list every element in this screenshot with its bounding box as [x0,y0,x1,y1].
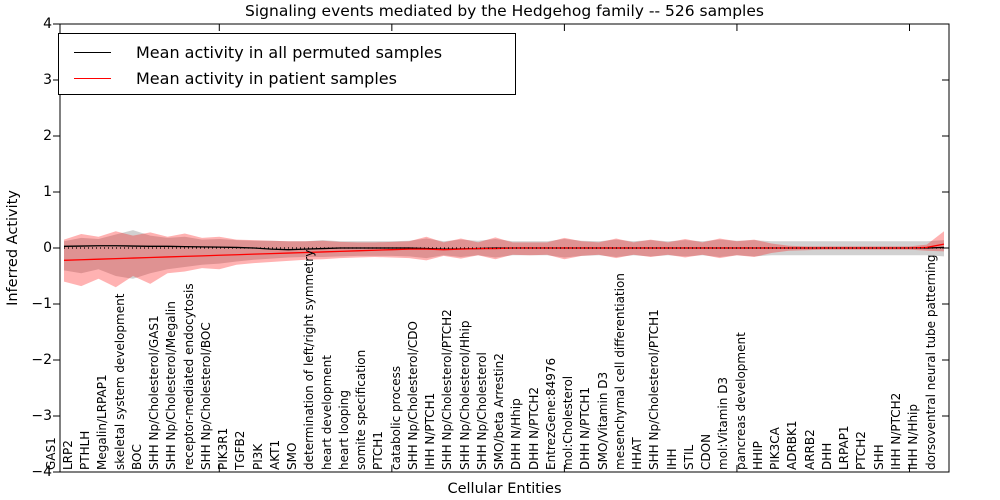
x-tick-label: SHH Np/Cholesterol/CDO [405,321,420,470]
patient-samples-range-band [64,231,944,288]
y-tick-label: −1 [31,296,52,312]
x-tick-label: mol:Cholesterol [561,375,576,470]
y-tick-label: 1 [43,184,52,200]
y-tick-label: 4 [43,16,52,32]
x-tick-label: SHH Np/Cholesterol/PTCH1 [647,309,662,470]
x-tick-label: STIL [681,444,696,470]
x-tick-label: PI3K [250,443,265,470]
y-tick-label: 0 [43,240,52,256]
x-tick-label: Megalin/LRPAP1 [95,374,110,470]
x-tick-label: IHH N/PTCH1 [423,392,438,470]
x-tick-label: SHH Np/Cholesterol [474,352,489,470]
legend-label-patient: Mean activity in patient samples [136,68,397,88]
x-tick-label: SMO/Vitamin D3 [595,371,610,470]
x-tick-label: CDON [699,433,714,470]
legend-item-patient: Mean activity in patient samples [59,65,515,91]
x-tick-label: PIK3CA [768,427,783,470]
x-tick-label: SHH Np/Cholesterol/GAS1 [147,315,162,470]
x-tick-label: pancreas development [733,332,748,470]
x-tick-label: GAS1 [43,437,58,470]
x-tick-label: ARRB2 [802,429,817,470]
x-tick-label: SMO [285,442,300,470]
x-tick-label: HHAT [630,437,645,470]
x-tick-label: LRP2 [60,440,75,470]
x-tick-label: SHH Np/Cholesterol/PTCH2 [440,309,455,470]
y-tick-label: 3 [43,72,52,88]
legend-label-permuted: Mean activity in all permuted samples [136,42,443,62]
y-tick-label: −4 [31,464,52,480]
x-tick-label: IHH N/Hhip [906,404,921,470]
y-tick-label: −3 [31,408,52,424]
x-tick-label: SHH Np/Cholesterol/Hhip [457,320,472,470]
x-tick-label: IHH N/PTCH2 [889,392,903,470]
chart-title: Signaling events mediated by the Hedgeho… [245,2,764,20]
x-tick-label: DHH N/PTCH2 [526,386,541,470]
y-tick-label: −2 [31,352,52,368]
x-tick-label: DHH [819,442,834,470]
x-tick-label: BOC [129,444,144,470]
x-tick-label: heart development [319,355,334,470]
x-tick-label: PTHLH [78,430,92,470]
x-tick-label: DHH N/Hhip [509,398,524,470]
legend-line-patient-icon [74,77,111,79]
x-tick-label: TGFB2 [233,430,248,470]
y-tick-label: 2 [43,128,52,144]
x-tick-label: dorsoventral neural tube patterning [923,254,938,470]
x-tick-label: somite specification [354,349,369,470]
x-tick-label: ADRBK1 [785,420,800,470]
x-tick-label: PTCH1 [371,431,386,470]
y-axis-title: Inferred Activity [5,190,21,306]
x-tick-label: mol:Vitamin D3 [716,376,731,470]
legend-line-permuted-icon [74,51,111,53]
x-axis-title: Cellular Entities [447,481,562,497]
x-tick-label: catabolic process [388,365,403,470]
x-tick-label: LRPAP1 [837,425,852,470]
legend-item-permuted: Mean activity in all permuted samples [59,39,515,65]
x-tick-label: SHH Np/Cholesterol/BOC [198,322,213,470]
legend: Mean activity in all permuted samples Me… [58,33,516,95]
x-tick-label: heart looping [336,390,351,470]
x-tick-label: skeletal system development [112,293,127,470]
x-tick-label: AKT1 [267,439,282,470]
x-tick-label: determination of left/right symmetry [302,249,317,470]
x-tick-label: DHH N/PTCH1 [578,386,593,470]
x-tick-label: EntrezGene:84976 [543,357,558,470]
x-tick-label: SHH Np/Cholesterol/Megalin [164,301,179,470]
x-tick-label: IHH [664,448,679,470]
permuted-samples-range-band [64,230,944,279]
x-tick-label: SMO/beta Arrestin2 [492,353,507,470]
x-tick-label: mesenchymal cell differentiation [612,273,627,470]
x-tick-label: SHH [871,444,886,470]
x-tick-label: PIK3R1 [216,427,231,470]
x-tick-label: receptor-mediated endocytosis [181,283,196,470]
x-tick-label: PTCH2 [854,431,869,470]
x-tick-label: HHIP [750,441,765,470]
